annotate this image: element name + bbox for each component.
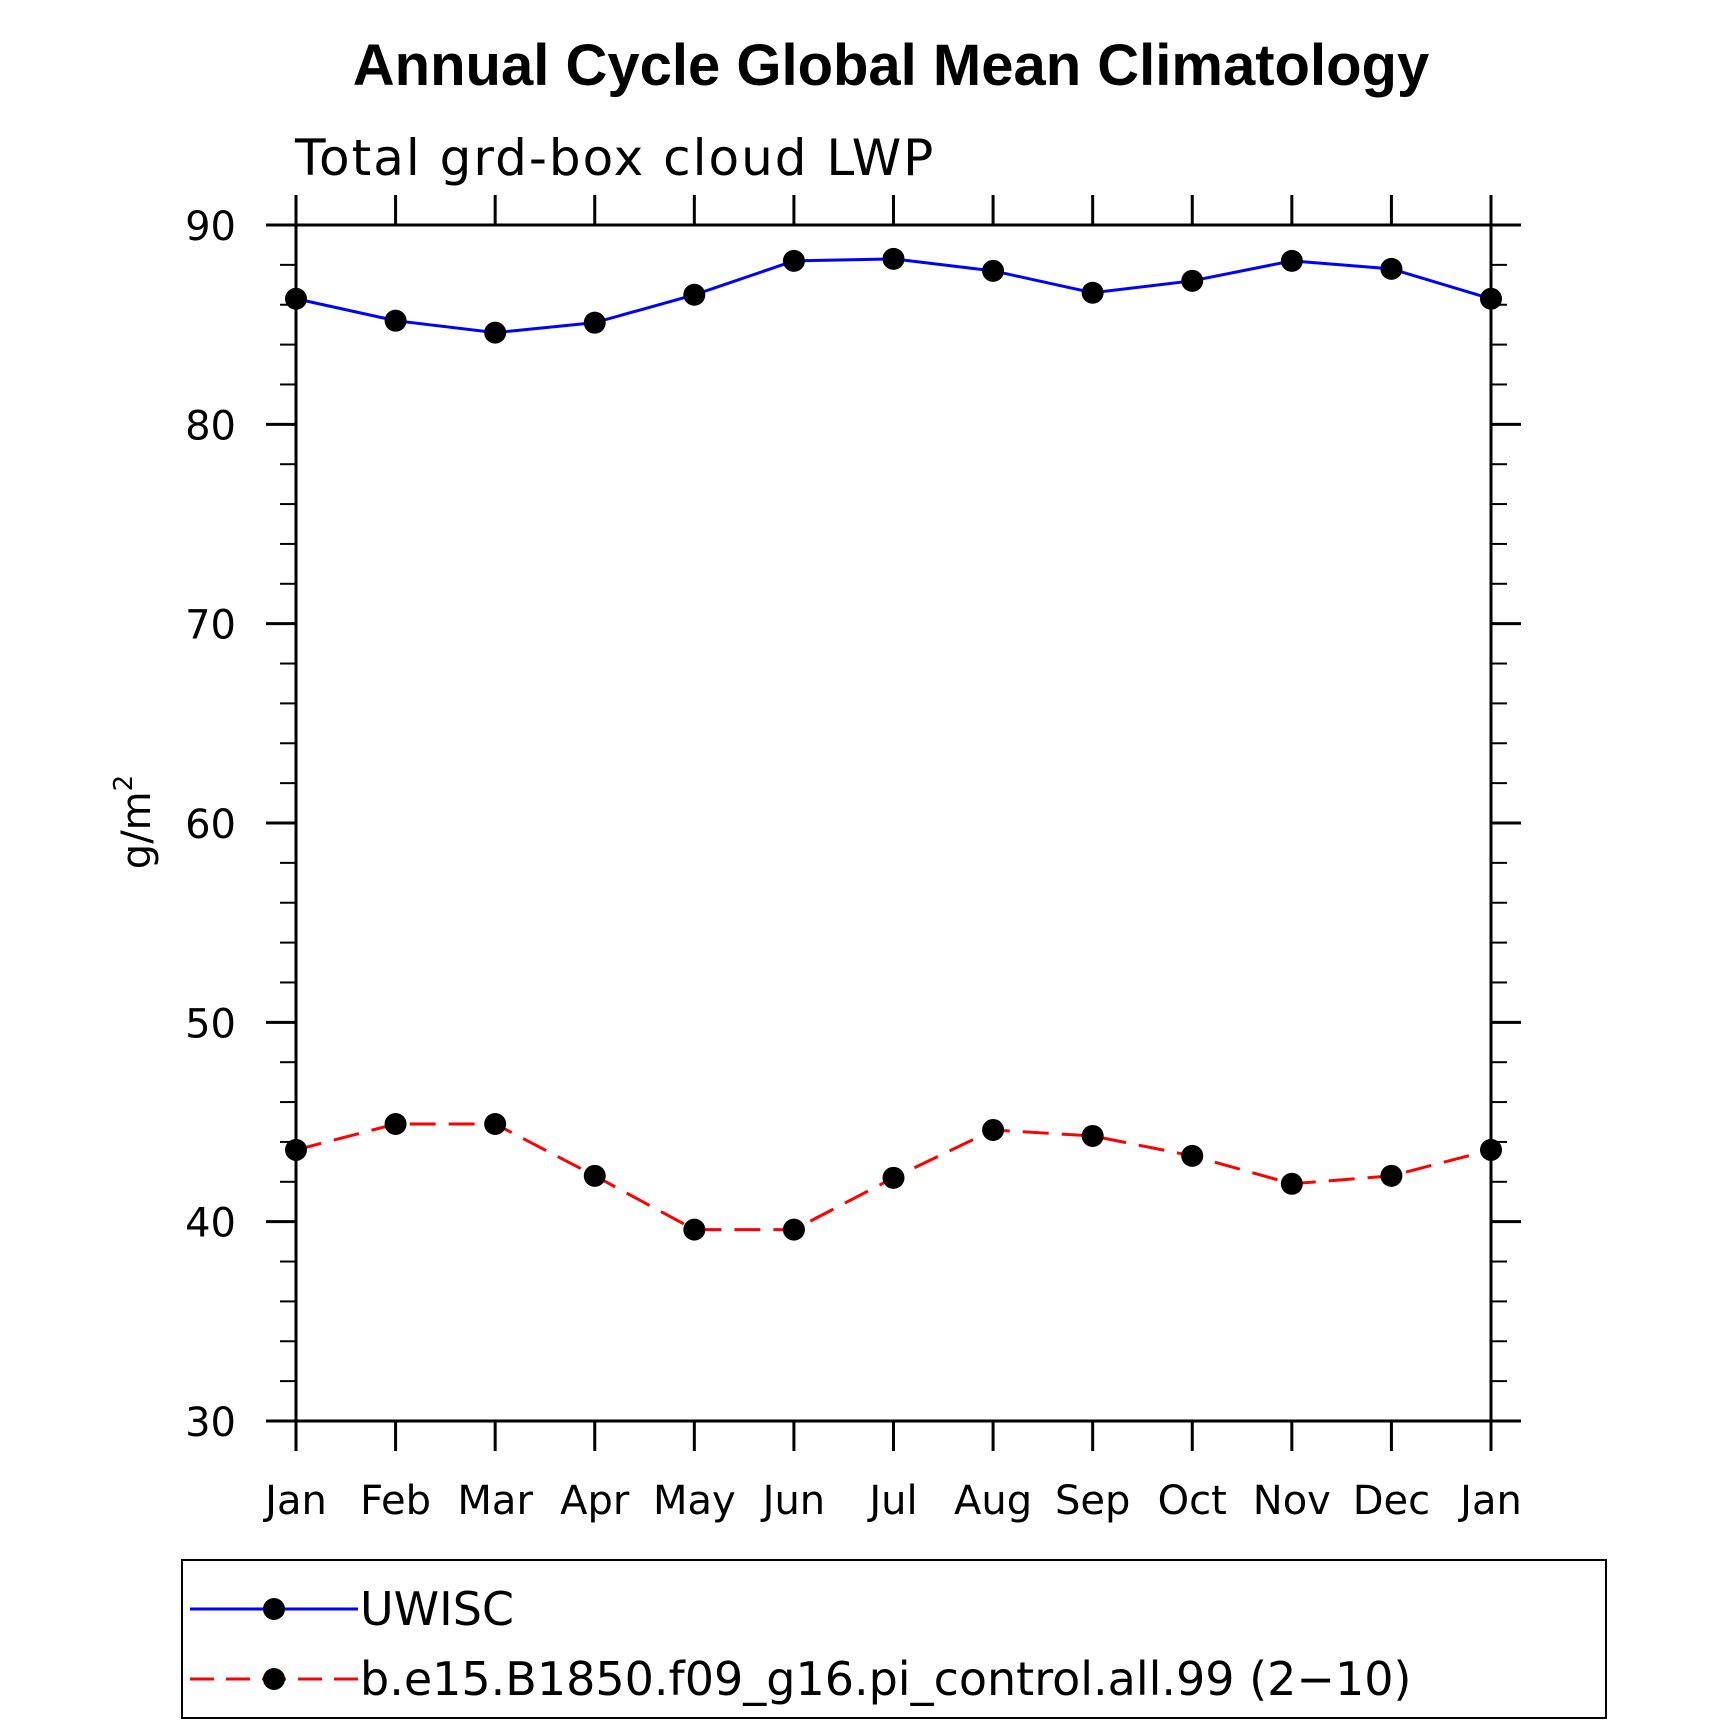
y-axis-label-text: g/m <box>114 791 160 869</box>
y-tick-label: 70 <box>185 603 236 649</box>
series-1-point <box>882 1166 905 1189</box>
x-tick-label: Mar <box>457 1478 533 1524</box>
series-1-point <box>1081 1124 1104 1147</box>
series-0-point <box>1081 281 1104 304</box>
series-0-point <box>1280 249 1303 272</box>
legend-label-1: b.e15.B1850.f09_g16.pi_control.all.99 (2… <box>360 1652 1411 1706</box>
x-tick-label: Aug <box>954 1478 1032 1524</box>
y-tick-label: 60 <box>185 802 236 848</box>
legend-box <box>181 1559 1607 1719</box>
x-tick-label: Oct <box>1158 1478 1227 1524</box>
x-tick-label: Jan <box>1457 1478 1522 1524</box>
x-tick-label: Sep <box>1055 1478 1130 1524</box>
series-0-point <box>583 311 606 334</box>
x-tick-label: Jan <box>262 1478 327 1524</box>
axis-ticks <box>266 195 1521 1451</box>
y-tick-label: 80 <box>185 403 236 449</box>
x-tick-labels: Jan Feb Mar Apr May Jun Jul Aug Sep Oct Nov Dec Jan <box>262 1478 1522 1524</box>
series-0-point <box>782 249 805 272</box>
legend: UWISC b.e15.B1850.f09_g16.pi_control.all.… <box>181 1559 1607 1719</box>
series-1-point <box>683 1218 706 1241</box>
series-line-0 <box>295 257 1492 335</box>
series-0-point <box>683 283 706 306</box>
x-tick-label: Apr <box>560 1478 630 1524</box>
chart-subtitle: Total grd-box cloud LWP <box>294 129 935 187</box>
x-tick-label: Feb <box>360 1478 431 1524</box>
series-0-point <box>384 309 407 332</box>
plot-frame <box>294 223 1493 1423</box>
x-tick-label: Dec <box>1353 1478 1430 1524</box>
series-1-point <box>1181 1144 1204 1167</box>
y-tick-labels: 30 40 50 60 70 80 90 <box>185 204 236 1446</box>
y-tick-label: 90 <box>185 204 236 250</box>
series-1-point <box>384 1112 407 1135</box>
series-0-point <box>1380 257 1403 280</box>
legend-items: UWISC b.e15.B1850.f09_g16.pi_control.all.… <box>190 1582 1411 1706</box>
series-0-point <box>1480 287 1502 310</box>
svg-text:g/m2: g/m2 <box>109 775 160 869</box>
series-1-point <box>1480 1138 1502 1161</box>
chart-title: Annual Cycle Global Mean Climatology <box>353 33 1429 98</box>
series-1-point <box>285 1138 307 1161</box>
y-axis-label-superscript: 2 <box>109 775 139 792</box>
x-tick-label: May <box>653 1478 736 1524</box>
series-1-point <box>982 1118 1005 1141</box>
y-tick-label: 40 <box>185 1201 236 1247</box>
series-lines <box>295 257 1492 1232</box>
series-0-point <box>285 287 307 310</box>
y-tick-label: 50 <box>185 1001 236 1047</box>
series-markers <box>285 247 1502 1241</box>
series-0-point <box>484 321 507 344</box>
series-0-point <box>982 259 1005 282</box>
series-1-point <box>782 1218 805 1241</box>
series-1-point <box>1380 1164 1403 1187</box>
series-1-point <box>1280 1172 1303 1195</box>
y-axis-label: g/m2 <box>109 775 160 869</box>
x-tick-label: Jun <box>760 1478 826 1524</box>
legend-marker-0 <box>263 1598 285 1620</box>
legend-marker-1 <box>263 1668 285 1690</box>
y-tick-label: 30 <box>185 1400 236 1446</box>
x-tick-label: Nov <box>1253 1478 1331 1524</box>
series-1-point <box>484 1112 507 1135</box>
series-1-point <box>583 1164 606 1187</box>
series-0-point <box>882 247 905 270</box>
series-0-point <box>1181 269 1204 292</box>
legend-label-0: UWISC <box>360 1582 514 1636</box>
x-tick-label: Jul <box>866 1478 917 1524</box>
